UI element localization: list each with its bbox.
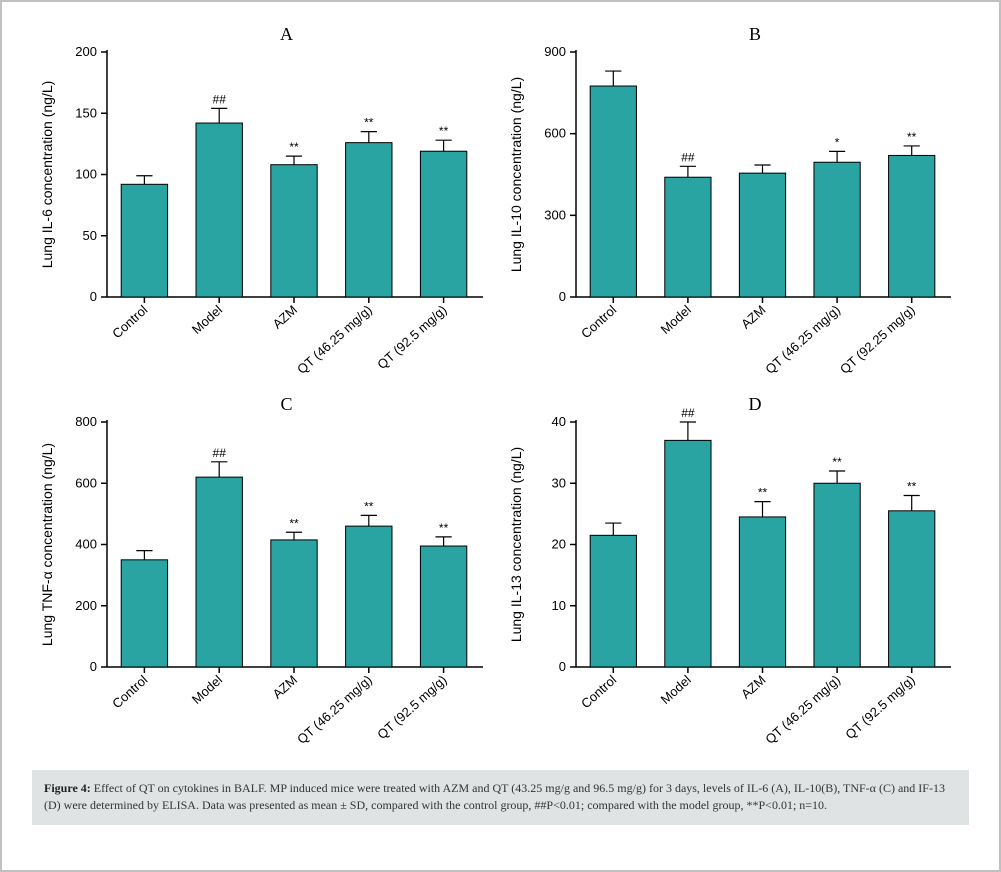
panel-a: A 0 50 100 150 200 Lung IL-6 concentration (ng… xyxy=(32,22,501,392)
ytick-label: 900 xyxy=(544,44,566,59)
significance-label: ** xyxy=(907,130,917,144)
chart-svg: A 0 50 100 150 200 Lung IL-6 concentration (ng… xyxy=(32,22,501,392)
bar xyxy=(121,184,167,297)
bar xyxy=(739,517,785,667)
y-axis-label: Lung IL-13 concentration (ng/L) xyxy=(508,447,524,642)
bar xyxy=(739,173,785,297)
ytick-label: 100 xyxy=(75,167,97,182)
xtick-label: AZM xyxy=(738,672,768,702)
significance-label: ** xyxy=(439,521,449,535)
panel-title: D xyxy=(749,394,762,414)
significance-label: ## xyxy=(681,406,695,420)
ytick-label: 10 xyxy=(552,598,566,613)
xtick-label: AZM xyxy=(270,302,300,332)
ytick-label: 20 xyxy=(552,537,566,552)
xtick-label: Model xyxy=(189,672,225,707)
y-axis-label: Lung IL-10 concentration (ng/L) xyxy=(508,77,524,272)
bar xyxy=(346,143,392,297)
xtick-label: QT (46.25 mg/g) xyxy=(762,302,843,377)
significance-label: ** xyxy=(364,499,374,513)
xtick-label: Control xyxy=(109,302,150,341)
bar xyxy=(420,151,466,297)
xtick-label: QT (46.25 mg/g) xyxy=(762,672,843,747)
xtick-label: Control xyxy=(578,672,619,711)
xtick-label: QT (92.5 mg/g) xyxy=(374,302,449,372)
bar xyxy=(271,165,317,297)
bar xyxy=(889,511,935,667)
chart-svg: D 0 10 20 30 40 Lung IL-13 concentration (ng/L… xyxy=(501,392,969,762)
xtick-label: AZM xyxy=(270,672,300,702)
caption-label: Figure 4: xyxy=(44,781,91,795)
significance-label: ## xyxy=(681,150,695,164)
xtick-label: QT (92.5 mg/g) xyxy=(842,672,917,742)
bar xyxy=(271,540,317,667)
bar xyxy=(121,560,167,667)
xtick-label: Model xyxy=(189,302,225,337)
significance-label: * xyxy=(835,135,840,149)
significance-label: ** xyxy=(758,486,768,500)
bar xyxy=(590,86,636,297)
significance-label: ** xyxy=(907,480,917,494)
ytick-label: 300 xyxy=(544,207,566,222)
panel-title: C xyxy=(281,394,293,414)
panel-b: B 0 300 600 900 Lung IL-10 concentration (ng/… xyxy=(501,22,969,392)
bar xyxy=(346,526,392,667)
significance-label: ** xyxy=(289,516,299,530)
bar xyxy=(665,440,711,667)
bar xyxy=(590,535,636,667)
xtick-label: QT (46.25 mg/g) xyxy=(294,672,375,747)
bar xyxy=(665,177,711,297)
bar xyxy=(420,546,466,667)
xtick-label: QT (92.25 mg/g) xyxy=(837,302,918,377)
ytick-label: 0 xyxy=(559,289,566,304)
ytick-label: 600 xyxy=(75,475,97,490)
ytick-label: 800 xyxy=(75,414,97,429)
panel-c: C 0 200 400 600 800 Lung TNF-α concentration (… xyxy=(32,392,501,762)
y-axis-label: Lung TNF-α concentration (ng/L) xyxy=(39,443,55,646)
xtick-label: QT (46.25 mg/g) xyxy=(294,302,375,377)
xtick-label: Control xyxy=(578,302,619,341)
y-axis-label: Lung IL-6 concentration (ng/L) xyxy=(39,81,55,269)
xtick-label: QT (92.5 mg/g) xyxy=(374,672,449,742)
panel-title: B xyxy=(749,24,761,44)
bar xyxy=(814,483,860,667)
ytick-label: 200 xyxy=(75,44,97,59)
chart-svg: C 0 200 400 600 800 Lung TNF-α concentration (… xyxy=(32,392,501,762)
ytick-label: 50 xyxy=(83,228,97,243)
figure-caption: Figure 4: Effect of QT on cytokines in B… xyxy=(32,770,969,825)
ytick-label: 30 xyxy=(552,475,566,490)
ytick-label: 0 xyxy=(90,289,97,304)
bar xyxy=(196,477,242,667)
ytick-label: 0 xyxy=(559,659,566,674)
ytick-label: 150 xyxy=(75,105,97,120)
panel-d: D 0 10 20 30 40 Lung IL-13 concentration (ng/L… xyxy=(501,392,969,762)
xtick-label: Model xyxy=(658,302,694,337)
ytick-label: 40 xyxy=(552,414,566,429)
significance-label: ** xyxy=(364,116,374,130)
xtick-label: Control xyxy=(109,672,150,711)
chart-svg: B 0 300 600 900 Lung IL-10 concentration (ng/… xyxy=(501,22,969,392)
bar xyxy=(196,123,242,297)
charts-grid: A050100150200Lung IL-6 concentration (ng… xyxy=(32,22,969,762)
ytick-label: 400 xyxy=(75,537,97,552)
xtick-label: AZM xyxy=(738,302,768,332)
significance-label: ## xyxy=(213,92,227,106)
significance-label: ** xyxy=(439,124,449,138)
ytick-label: 600 xyxy=(544,126,566,141)
significance-label: ## xyxy=(213,446,227,460)
xtick-label: Model xyxy=(658,672,694,707)
significance-label: ** xyxy=(289,140,299,154)
significance-label: ** xyxy=(832,455,842,469)
ytick-label: 0 xyxy=(90,659,97,674)
bar xyxy=(889,155,935,297)
figure-container: A050100150200Lung IL-6 concentration (ng… xyxy=(0,0,1001,872)
bar xyxy=(814,162,860,297)
caption-text: Effect of QT on cytokines in BALF. MP in… xyxy=(44,781,945,812)
panel-title: A xyxy=(280,24,293,44)
ytick-label: 200 xyxy=(75,598,97,613)
